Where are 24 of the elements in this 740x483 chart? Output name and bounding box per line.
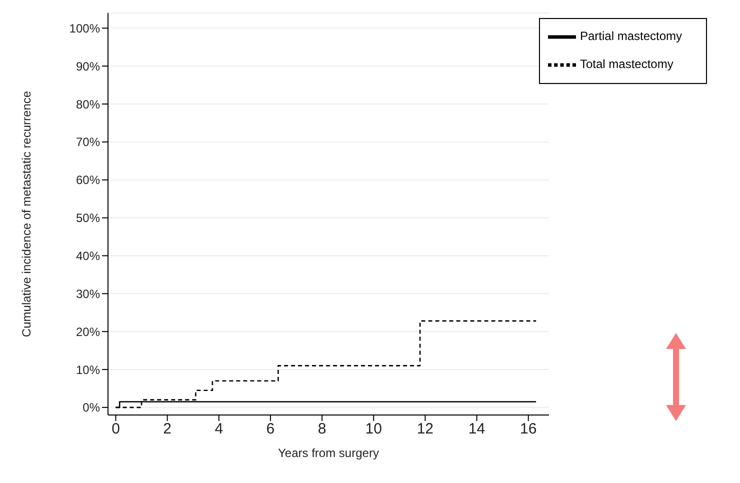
y-tick-label: 60%: [76, 173, 100, 188]
y-tick-label: 50%: [76, 211, 100, 226]
x-tick-label: 6: [266, 420, 275, 438]
legend-label: Total mastectomy: [580, 57, 674, 72]
x-tick-label: 4: [214, 420, 224, 438]
y-tick-label: 80%: [76, 97, 100, 112]
y-tick-label: 100%: [69, 21, 100, 36]
y-tick-label: 20%: [76, 324, 100, 339]
x-tick-label: 2: [163, 420, 172, 438]
x-tick-label: 0: [112, 420, 120, 438]
y-tick-label: 40%: [76, 248, 100, 263]
y-tick-label: 90%: [76, 59, 100, 74]
y-axis-title: Cumulative incidence of metastatic recurrence: [19, 90, 34, 338]
x-tick-label: 14: [468, 420, 486, 438]
y-tick-label: 30%: [76, 286, 100, 301]
y-tick-label: 10%: [76, 362, 100, 377]
y-tick-label: 70%: [76, 135, 100, 150]
y-tick-label: 0%: [82, 400, 100, 415]
x-tick-label: 8: [318, 420, 326, 438]
x-tick-label: 16: [520, 420, 537, 438]
x-axis-title: Years from surgery: [278, 446, 379, 460]
x-tick-label: 12: [416, 420, 434, 438]
x-tick-label: 10: [365, 420, 382, 438]
legend-label: Partial mastectomy: [580, 29, 682, 44]
